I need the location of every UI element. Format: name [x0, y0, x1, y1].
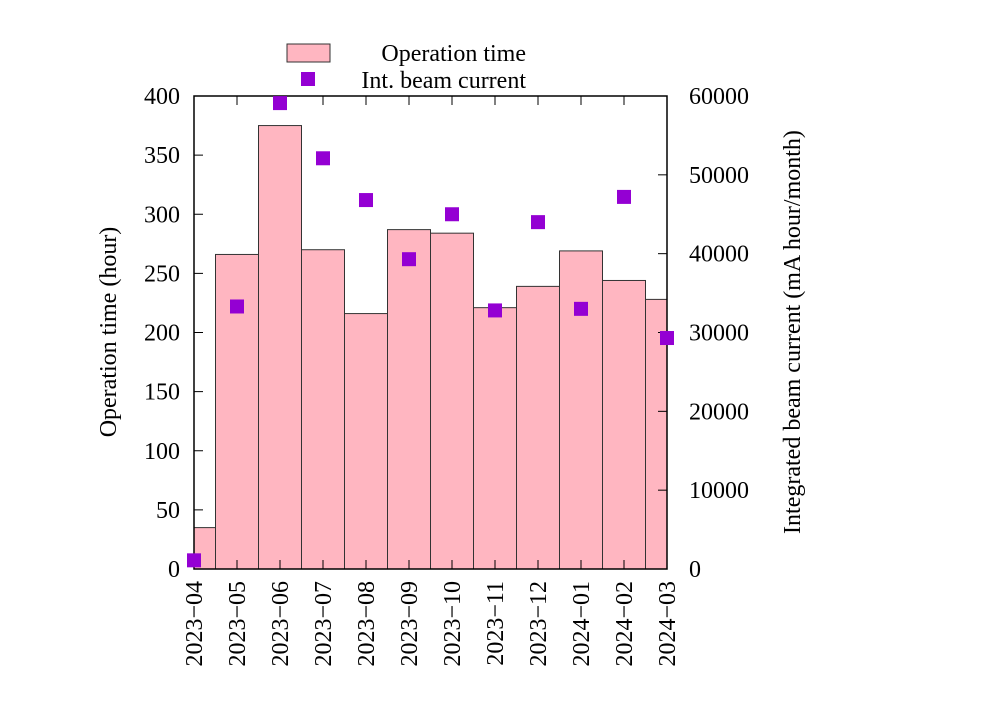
y-tick-label: 400: [144, 84, 180, 110]
y-tick-label: 150: [144, 380, 180, 406]
point-4: [359, 193, 373, 208]
point-5: [402, 252, 416, 267]
legend: Operation time Int. beam current: [286, 41, 526, 94]
x-tick-label: 2023−06: [268, 581, 294, 667]
x-tick-label: 2023−07: [311, 581, 337, 667]
bar-7: [473, 307, 517, 570]
point-6: [445, 207, 459, 222]
point-7: [488, 303, 502, 318]
legend-label-beam-current: Int. beam current: [361, 68, 526, 94]
point-2: [273, 96, 287, 111]
point-9: [574, 301, 588, 316]
bar-3: [301, 249, 345, 570]
y2-tick-label: 10000: [689, 478, 749, 504]
point-1: [230, 299, 244, 314]
y2-tick-label: 0: [689, 557, 701, 583]
y-tick-label: 0: [168, 557, 180, 583]
x-tick-label: 2023−12: [526, 581, 552, 667]
legend-swatch-point: [301, 72, 315, 86]
y-tick-label: 250: [144, 261, 180, 287]
bar-8: [516, 285, 560, 570]
y2-tick-label: 40000: [689, 242, 749, 268]
y-tick-label: 350: [144, 143, 180, 169]
bars: [193, 125, 668, 570]
points: [187, 96, 674, 568]
bar-6: [430, 232, 474, 570]
y2-tick-label: 60000: [689, 84, 749, 110]
x-tick-label: 2024−03: [655, 581, 681, 667]
x-tick-label: 2024−02: [612, 581, 638, 667]
bar-9: [559, 250, 603, 570]
x-tick-label: 2023−05: [225, 581, 251, 667]
y-tick-label: 300: [144, 202, 180, 228]
point-8: [531, 215, 545, 230]
y2-tick-label: 20000: [689, 399, 749, 425]
y2-tick-label: 50000: [689, 163, 749, 189]
bar-5: [387, 229, 431, 570]
bar-10: [602, 279, 646, 570]
bar-4: [344, 313, 388, 570]
point-0: [187, 553, 201, 568]
ticks: 0 50 100 150 200 250 300 350 400 0 10000 20000 30000…: [144, 84, 749, 667]
point-10: [617, 189, 631, 204]
x-tick-label: 2023−08: [354, 581, 380, 667]
legend-label-operation-time: Operation time: [381, 41, 526, 67]
point-11: [660, 331, 674, 346]
y-tick-label: 100: [144, 439, 180, 465]
x-tick-label: 2023−09: [397, 581, 423, 667]
bar-2: [258, 125, 302, 570]
x-tick-label: 2023−11: [483, 581, 509, 666]
legend-swatch-bar: [286, 43, 331, 63]
y2-tick-label: 30000: [689, 321, 749, 347]
x-tick-label: 2023−04: [182, 581, 208, 667]
y-tick-label: 50: [156, 498, 180, 524]
y-axis-label: Operation time (hour): [96, 227, 122, 438]
point-3: [316, 151, 330, 166]
y2-axis-label: Integrated beam current (mA hour/month): [780, 130, 806, 534]
y-tick-label: 200: [144, 321, 180, 347]
x-tick-label: 2024−01: [569, 581, 595, 667]
x-tick-label: 2023−10: [440, 581, 466, 667]
